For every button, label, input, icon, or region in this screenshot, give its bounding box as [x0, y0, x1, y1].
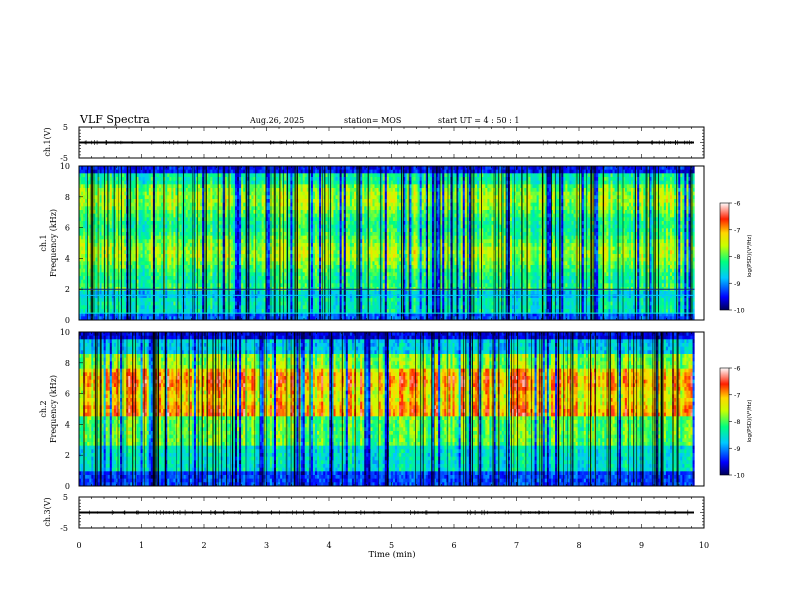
ch1-ytick-top: 5	[63, 123, 68, 132]
station-label: station= MOS	[344, 116, 401, 125]
ch1-spectrogram-image	[79, 166, 695, 320]
date-label: Aug.26, 2025	[249, 116, 304, 125]
vlf-figure: VLF Spectra Aug.26, 2025 station= MOS st…	[0, 0, 792, 612]
start-time-label: start UT = 4 : 50 : 1	[438, 116, 519, 125]
figure-title: VLF Spectra	[79, 113, 150, 126]
ch1-waveform-ylabel: ch.1(V)	[43, 127, 52, 156]
ch1-waveform-panel: 5 -5 ch.1(V)	[43, 123, 704, 163]
